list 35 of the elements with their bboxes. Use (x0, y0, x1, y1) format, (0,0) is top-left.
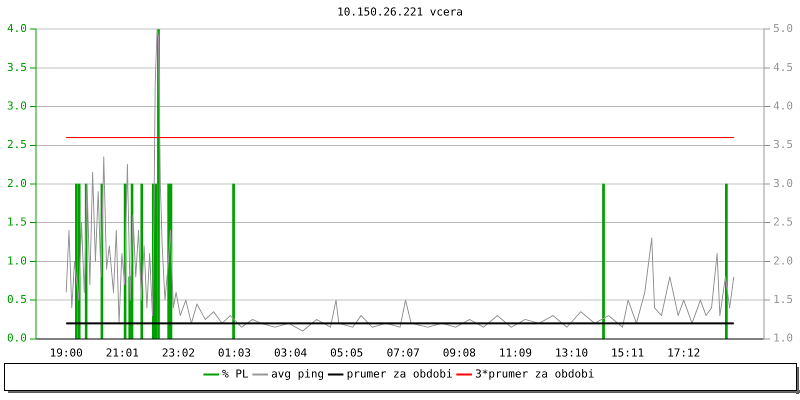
x-tick-label: 01:03 (218, 346, 252, 360)
chart-title: 10.150.26.221 vcera (337, 5, 463, 18)
x-tick-label: 03:04 (274, 346, 308, 360)
x-tick-label: 15:11 (611, 346, 644, 360)
x-tick-label: 19:00 (50, 346, 83, 360)
y-tick-label: 0.5 (6, 292, 27, 306)
x-tick-label: 23:02 (162, 346, 195, 360)
legend-label: % PL (222, 367, 250, 380)
y-tick-label: 1.0 (6, 254, 27, 268)
x-tick-label: 05:05 (330, 346, 364, 360)
y2-tick-label: 1.5 (773, 292, 794, 306)
y-tick-label: 4.0 (6, 22, 27, 36)
x-tick-label: 17:12 (667, 346, 700, 360)
y2-tick-label: 3.0 (773, 176, 794, 190)
y-tick-label: 2.0 (6, 176, 27, 190)
legend-label: 3*prumer za obdobi (475, 367, 594, 380)
y2-tick-label: 1.0 (773, 332, 794, 345)
x-tick-label: 11:09 (498, 346, 532, 360)
y2-tick-label: 5.0 (773, 22, 794, 36)
x-tick-label: 21:01 (106, 346, 139, 360)
x-tick-label: 09:08 (442, 346, 476, 360)
y-tick-label: 2.5 (6, 138, 27, 152)
y-tick-label: 3.5 (6, 60, 27, 74)
y2-tick-label: 2.5 (773, 216, 794, 229)
y-tick-label: 0.0 (6, 332, 27, 345)
x-tick-label: 13:10 (554, 346, 588, 360)
y2-tick-label: 4.0 (773, 99, 794, 112)
y2-tick-label: 4.5 (773, 60, 794, 74)
y2-tick-label: 2.0 (773, 254, 794, 268)
x-tick-label: 07:07 (386, 346, 420, 360)
y-tick-label: 3.0 (6, 99, 27, 112)
y2-tick-label: 3.5 (773, 138, 794, 152)
y-tick-label: 1.5 (6, 216, 27, 229)
legend-label: avg ping (271, 367, 324, 380)
legend-label: prumer za obdobi (346, 367, 453, 380)
